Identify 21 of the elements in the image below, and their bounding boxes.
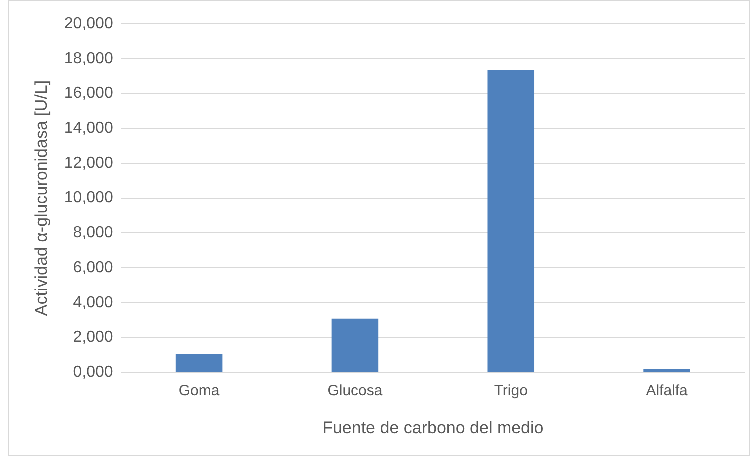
bar [644,369,690,372]
y-tick-label: 0,000 [73,364,114,382]
y-tick-label: 10,000 [64,190,114,207]
y-tick-label: 16,000 [64,85,114,102]
y-tick-label: 6,000 [73,259,114,276]
y-tick-label: 2,000 [73,329,114,346]
y-tick-label: 14,000 [64,120,114,137]
y-tick-label: 4,000 [73,294,114,312]
y-tick-label: 18,000 [64,50,114,68]
y-tick-label: 8,000 [73,224,114,242]
x-axis-title: Fuente de carbono del medio [322,418,544,438]
bar [332,318,379,372]
x-tick-label: Trigo [494,382,528,400]
bar [488,70,535,372]
y-tick-label: 20,000 [64,15,114,32]
x-tick-label: Glucosa [328,382,384,400]
x-tick-label: Goma [178,382,220,400]
bar [176,354,223,372]
x-tick-label: Alfalfa [646,382,689,400]
y-axis-title: Actividad α-glucuronidasa [U/L] [32,80,51,316]
y-tick-label: 12,000 [64,154,114,172]
